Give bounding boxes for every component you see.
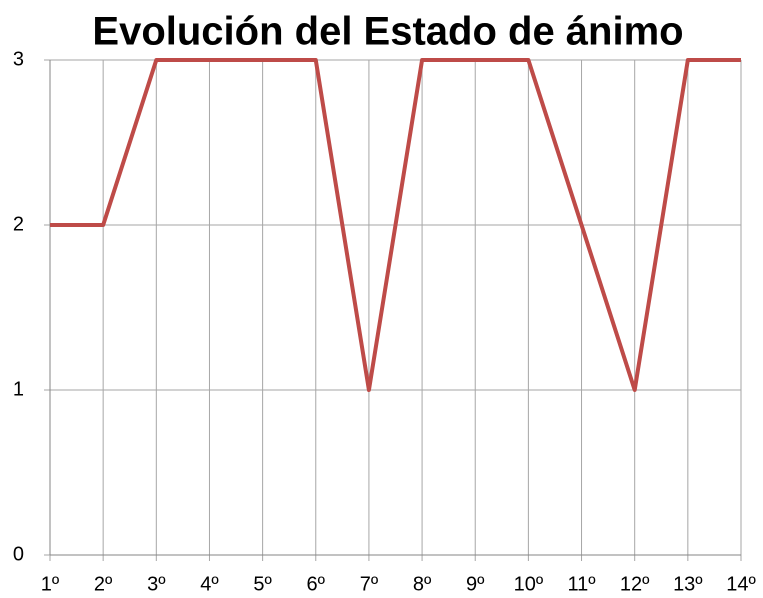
x-tick-label: 4º [200,573,219,595]
x-tick-label: 1º [41,573,60,595]
y-tick-label: 1 [13,378,24,400]
y-tick-label: 3 [13,48,24,70]
y-tick-label: 0 [13,543,24,565]
x-tick-label: 9º [466,573,485,595]
x-tick-label: 10º [514,573,544,595]
x-tick-label: 3º [147,573,166,595]
x-tick-label: 12º [620,573,650,595]
x-tick-label: 7º [360,573,379,595]
y-tick-label: 2 [13,213,24,235]
chart-title: Evolución del Estado de ánimo [92,10,683,54]
x-tick-label: 5º [253,573,272,595]
x-tick-label: 2º [94,573,113,595]
line-series [50,58,741,392]
x-tick-label: 11º [567,573,596,595]
x-tick-label: 13º [673,573,703,595]
x-tick-label: 8º [413,573,432,595]
x-tick-label: 6º [307,573,326,595]
x-tick-label: 14º [726,573,756,595]
